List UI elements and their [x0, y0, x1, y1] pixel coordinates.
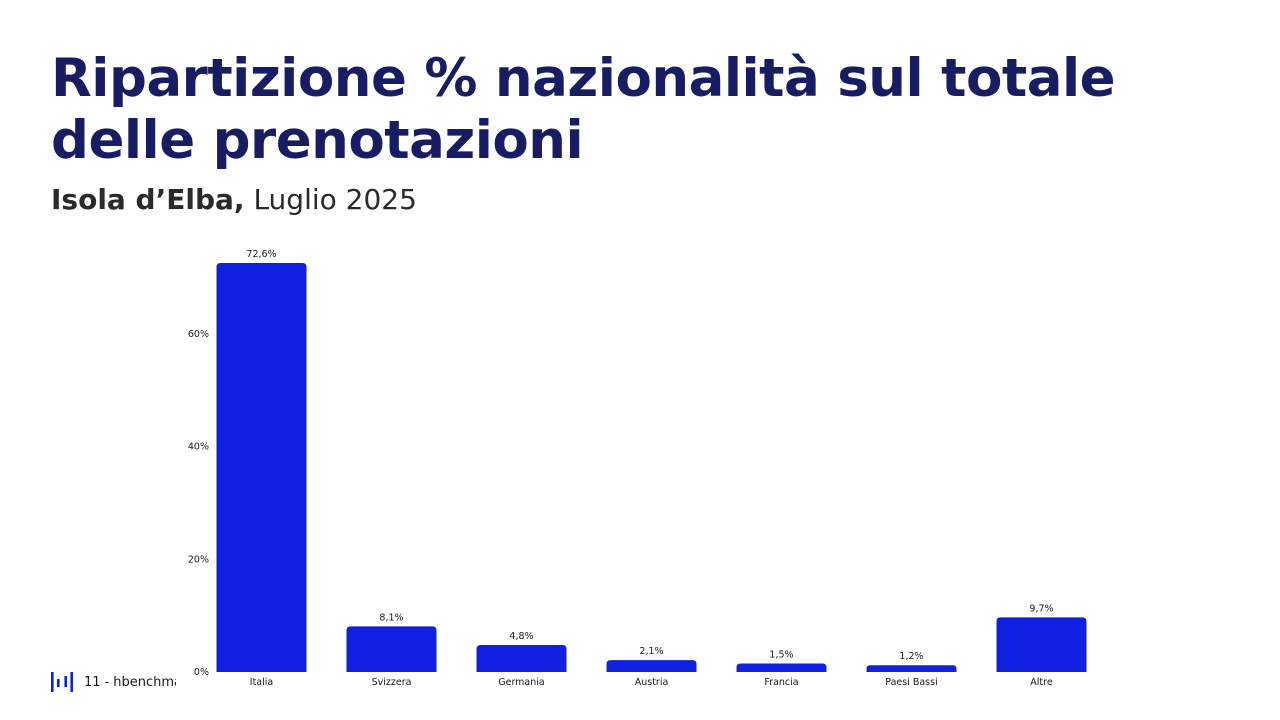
footer-separator: - — [104, 674, 110, 690]
bar — [606, 660, 697, 672]
page-title: Ripartizione % nazionalità sul totale de… — [51, 48, 1116, 171]
footer-text: 11-hbenchmark — [84, 675, 176, 690]
footer: 11-hbenchmark — [50, 670, 176, 694]
data-label: 72,6% — [246, 249, 276, 260]
hbenchmark-logo-icon — [51, 672, 73, 692]
data-label: 4,8% — [509, 631, 533, 642]
bar — [736, 663, 827, 672]
data-label: 1,2% — [899, 651, 923, 662]
bar — [216, 263, 307, 672]
x-tick-label: Paesi Bassi — [885, 677, 937, 688]
page-subtitle: Isola d’Elba, Luglio 2025 — [51, 180, 417, 220]
y-tick-label: 20% — [188, 554, 209, 565]
bar-chart: 0% 20% 40% 60% 72,6% Italia 8,1% Svizzera 4,8% Ge… — [188, 249, 1087, 688]
subtitle-period: Luglio 2025 — [253, 183, 417, 216]
bar — [476, 644, 567, 672]
footer-page-number: 11 — [84, 674, 101, 690]
subtitle-separator: , — [233, 183, 245, 216]
data-label: 8,1% — [379, 612, 403, 623]
y-tick-label: 40% — [188, 442, 209, 453]
bar — [996, 617, 1087, 672]
data-label: 9,7% — [1029, 603, 1053, 614]
subtitle-place: Isola d’Elba — [51, 183, 234, 216]
x-tick-label: Austria — [635, 677, 669, 688]
x-tick-label: Italia — [250, 677, 273, 688]
footer-brand: hbenchmark — [113, 674, 176, 690]
bar — [866, 665, 957, 672]
y-tick-label: 60% — [188, 329, 209, 340]
bar — [346, 626, 437, 672]
data-label: 1,5% — [769, 650, 793, 661]
y-tick-label: 0% — [194, 667, 209, 678]
x-tick-label: Francia — [764, 677, 798, 688]
x-tick-label: Germania — [498, 677, 545, 688]
x-tick-label: Svizzera — [372, 677, 412, 688]
x-tick-label: Altre — [1030, 677, 1053, 688]
data-label: 2,1% — [639, 646, 663, 657]
